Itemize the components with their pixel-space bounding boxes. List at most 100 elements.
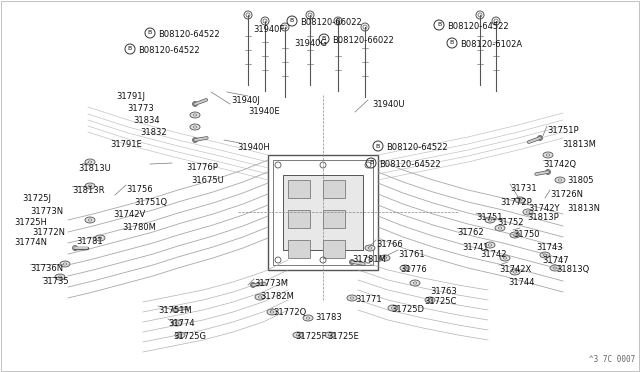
Text: 31675U: 31675U [191, 176, 224, 185]
Text: 31751Q: 31751Q [134, 198, 167, 207]
Ellipse shape [296, 334, 300, 336]
Ellipse shape [350, 297, 354, 299]
Text: 31940G: 31940G [294, 39, 327, 48]
Ellipse shape [410, 280, 420, 286]
Ellipse shape [425, 297, 435, 303]
Text: 31813Q: 31813Q [556, 265, 589, 274]
Circle shape [250, 282, 255, 288]
Ellipse shape [553, 267, 557, 269]
Ellipse shape [543, 254, 547, 256]
Text: 31813P: 31813P [527, 213, 559, 222]
Ellipse shape [503, 257, 507, 259]
Ellipse shape [193, 126, 196, 128]
Ellipse shape [403, 267, 407, 269]
Text: 31742: 31742 [480, 250, 506, 259]
Text: B08120-66022: B08120-66022 [300, 18, 362, 27]
Text: B: B [322, 36, 326, 42]
Circle shape [193, 138, 198, 142]
Text: 31940E: 31940E [248, 107, 280, 116]
Text: 31813N: 31813N [567, 204, 600, 213]
Text: 31780M: 31780M [122, 223, 156, 232]
Ellipse shape [328, 334, 332, 336]
Ellipse shape [383, 257, 387, 259]
Text: 31781: 31781 [76, 237, 102, 246]
Text: 31776P: 31776P [186, 163, 218, 172]
Ellipse shape [293, 332, 303, 338]
Text: B08120-64522: B08120-64522 [138, 46, 200, 55]
Text: 31940U: 31940U [372, 100, 404, 109]
Text: B: B [148, 31, 152, 35]
Text: 31776: 31776 [400, 265, 427, 274]
Ellipse shape [400, 265, 410, 271]
Ellipse shape [88, 185, 92, 187]
Text: 31773M: 31773M [254, 279, 288, 288]
Ellipse shape [558, 179, 562, 181]
Ellipse shape [550, 265, 560, 271]
Text: 31742Y: 31742Y [528, 204, 559, 213]
Text: B08120-64522: B08120-64522 [447, 22, 509, 31]
Ellipse shape [267, 309, 277, 315]
Text: 31791E: 31791E [110, 140, 141, 149]
Text: 31751M: 31751M [158, 306, 192, 315]
Text: 31763: 31763 [430, 287, 457, 296]
Text: 31731: 31731 [510, 184, 536, 193]
Ellipse shape [547, 154, 550, 156]
Ellipse shape [485, 217, 495, 223]
Text: 31834: 31834 [133, 116, 159, 125]
Text: 31736N: 31736N [30, 264, 63, 273]
Text: 31940J: 31940J [231, 96, 260, 105]
Ellipse shape [259, 296, 262, 298]
Text: B: B [437, 22, 441, 28]
Ellipse shape [488, 219, 492, 221]
Text: 31725G: 31725G [173, 332, 206, 341]
Text: 31750: 31750 [513, 230, 540, 239]
Ellipse shape [555, 177, 565, 183]
Ellipse shape [510, 232, 520, 238]
Ellipse shape [500, 255, 510, 261]
Ellipse shape [526, 211, 530, 213]
Text: 31766: 31766 [376, 240, 403, 249]
Text: B: B [376, 144, 380, 148]
Circle shape [349, 260, 355, 264]
Text: 31726N: 31726N [550, 190, 583, 199]
Ellipse shape [518, 199, 522, 201]
Text: 31774: 31774 [168, 319, 195, 328]
Text: ^3 7C 0007: ^3 7C 0007 [589, 355, 635, 364]
Bar [323, 240, 345, 258]
Text: B: B [369, 160, 373, 166]
Ellipse shape [95, 235, 105, 241]
Text: 31743: 31743 [536, 243, 563, 252]
Ellipse shape [193, 114, 196, 116]
Text: 31772N: 31772N [32, 228, 65, 237]
Bar [288, 210, 310, 228]
Ellipse shape [190, 112, 200, 118]
Ellipse shape [540, 252, 550, 258]
Bar [288, 180, 310, 198]
Ellipse shape [60, 261, 70, 267]
Text: B: B [450, 41, 454, 45]
Ellipse shape [513, 271, 516, 273]
Text: B08120-64522: B08120-64522 [379, 160, 440, 169]
Text: 31725D: 31725D [391, 305, 424, 314]
Ellipse shape [428, 299, 432, 301]
Ellipse shape [495, 225, 505, 231]
Bar [283, 175, 363, 250]
Text: 31735: 31735 [42, 277, 68, 286]
Text: 31940F: 31940F [253, 25, 284, 34]
Circle shape [545, 170, 550, 174]
Text: 31940H: 31940H [237, 143, 269, 152]
Text: 31783: 31783 [315, 313, 342, 322]
Ellipse shape [488, 244, 492, 246]
Ellipse shape [175, 332, 185, 338]
Ellipse shape [413, 282, 417, 284]
Ellipse shape [485, 242, 495, 248]
Ellipse shape [307, 317, 310, 319]
Ellipse shape [172, 320, 182, 326]
Ellipse shape [190, 124, 200, 130]
Text: 31771: 31771 [355, 295, 381, 304]
Text: B08120-6102A: B08120-6102A [460, 40, 522, 49]
Ellipse shape [388, 305, 398, 311]
Text: 31773: 31773 [127, 104, 154, 113]
Ellipse shape [88, 219, 92, 221]
Ellipse shape [543, 152, 553, 158]
